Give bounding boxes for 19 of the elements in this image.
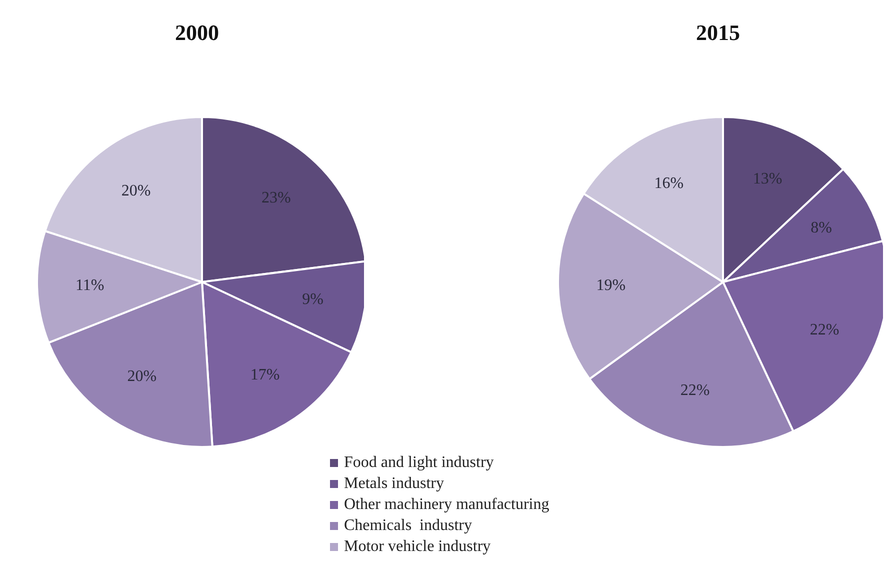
- legend-label: Food and light industry: [344, 453, 494, 473]
- legend-label: Metals industry: [344, 474, 444, 494]
- data-label: 19%: [596, 277, 626, 294]
- data-label: 9%: [302, 291, 324, 308]
- data-label: 8%: [810, 219, 832, 236]
- data-label: 22%: [680, 382, 710, 400]
- data-label: 20%: [127, 368, 157, 386]
- data-label: 17%: [250, 366, 280, 384]
- data-label: 13%: [752, 170, 782, 188]
- chart-title: 2000: [174, 20, 220, 46]
- data-label: 20%: [121, 182, 151, 200]
- data-label: 22%: [810, 321, 840, 338]
- data-label: 16%: [654, 175, 684, 192]
- data-label: 23%: [262, 189, 291, 206]
- legend-label: Chemicals industry: [344, 516, 472, 536]
- chart-title: 2015: [695, 20, 741, 46]
- data-label: 11%: [75, 277, 104, 294]
- legend-label: Motor vehicle industry: [344, 537, 491, 557]
- legend-label: Other machinery manufacturing: [344, 495, 550, 515]
